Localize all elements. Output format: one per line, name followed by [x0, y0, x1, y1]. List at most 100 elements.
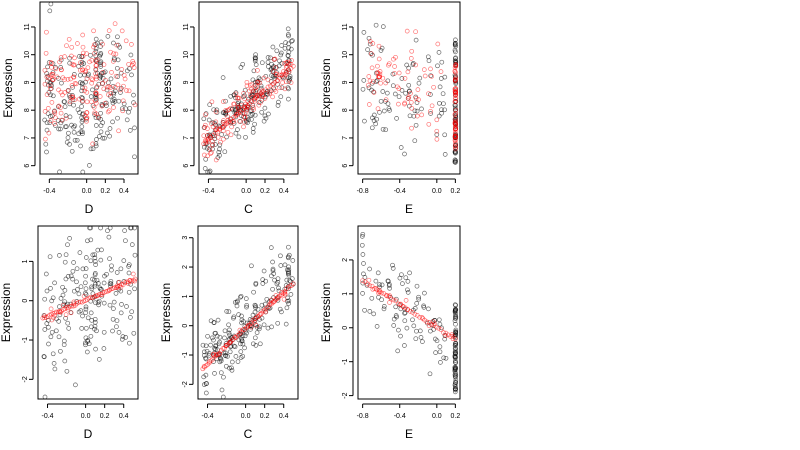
data-point [240, 327, 246, 333]
data-point [61, 338, 67, 344]
data-point [205, 153, 211, 159]
data-point [253, 85, 258, 91]
data-point [232, 299, 238, 305]
data-point [421, 67, 427, 72]
data-point [48, 286, 53, 291]
data-point [42, 117, 48, 123]
data-point [50, 93, 56, 99]
data-point [392, 91, 398, 97]
data-point [404, 28, 410, 34]
data-point [93, 143, 99, 149]
data-point [422, 290, 427, 296]
data-point [68, 76, 73, 82]
data-point [57, 253, 62, 258]
data-point [386, 281, 392, 287]
data-point [129, 242, 135, 247]
data-point [253, 322, 258, 328]
data-point [203, 390, 209, 396]
data-point [244, 83, 250, 89]
data-point [83, 266, 89, 271]
data-point [122, 228, 127, 233]
data-point [281, 296, 287, 302]
data-point [74, 137, 80, 143]
data-point [97, 134, 102, 139]
data-point [405, 69, 411, 75]
data-point [79, 129, 85, 135]
data-point [453, 355, 458, 361]
data-point [67, 303, 73, 309]
data-point [246, 117, 251, 122]
panel-4: -0.4 0.0 0.2 0.4 D -2 -1 0 1 Expression [0, 225, 139, 441]
data-point [413, 96, 419, 101]
data-point [89, 284, 94, 290]
data-point [93, 36, 99, 42]
data-point [80, 98, 86, 104]
data-point [209, 150, 214, 155]
data-point [393, 54, 398, 60]
data-point [366, 85, 372, 91]
data-point [367, 309, 373, 314]
data-point [453, 144, 459, 150]
data-point [114, 42, 120, 48]
data-point [77, 72, 83, 78]
data-point [98, 123, 104, 129]
y-tick-label: -1 [182, 352, 189, 358]
data-point [44, 92, 50, 97]
data-point [88, 237, 94, 243]
data-point [452, 157, 458, 163]
data-point [238, 109, 243, 115]
data-point [441, 355, 447, 361]
y-axis: 6 7 8 9 10 11 [183, 23, 195, 168]
data-point [390, 262, 395, 268]
data-point [132, 276, 138, 282]
panel-6: -0.8 -0.4 0.0 0.2 E -2 -1 0 1 2 Expression [319, 225, 461, 441]
data-point [286, 269, 291, 274]
data-point [362, 118, 367, 124]
data-point [215, 135, 221, 140]
data-point [42, 394, 48, 400]
data-point [247, 82, 253, 88]
data-point [71, 129, 77, 135]
data-point [417, 328, 423, 334]
data-point [286, 298, 292, 304]
data-point [93, 262, 98, 267]
data-point [275, 297, 281, 303]
data-point [219, 132, 224, 137]
data-point [62, 124, 68, 130]
data-point [414, 108, 420, 114]
data-point [210, 133, 216, 138]
data-point [453, 375, 458, 380]
data-point [58, 89, 64, 95]
x-tick-label: -0.4 [394, 188, 406, 195]
data-point [249, 263, 254, 269]
data-point [63, 252, 69, 258]
data-point [419, 315, 425, 320]
data-point [396, 101, 401, 107]
data-point [80, 112, 85, 117]
y-tick-label: 11 [24, 23, 31, 30]
data-point [265, 84, 271, 90]
data-point [254, 323, 259, 328]
data-point [111, 51, 116, 57]
data-point [211, 320, 217, 325]
data-point [390, 83, 396, 89]
data-point [71, 260, 76, 265]
y-tick-label: 7 [342, 136, 349, 140]
data-point [78, 68, 83, 73]
data-point [119, 67, 125, 72]
data-point [43, 136, 48, 142]
data-point [253, 52, 258, 58]
x-tick-label: 0.2 [450, 413, 460, 420]
data-point [377, 74, 382, 80]
y-tick-label: 9 [24, 80, 31, 84]
data-point [123, 238, 128, 244]
data-point [414, 283, 420, 289]
x-axis: -0.4 0.0 0.2 0.4 [41, 403, 129, 420]
data-point [43, 50, 49, 56]
data-point [431, 84, 436, 90]
data-point [408, 100, 414, 105]
data-point [67, 60, 73, 66]
data-point [47, 8, 53, 14]
data-point [290, 63, 296, 69]
data-point [434, 132, 440, 137]
